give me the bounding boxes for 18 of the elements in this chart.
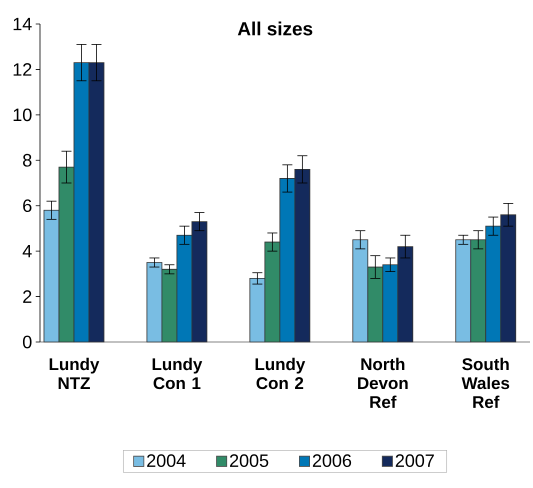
x-tick-label: Lundy Con 1 [152, 358, 202, 390]
chart-title: All sizes [238, 22, 312, 36]
y-tick-label: 12 [14, 63, 32, 76]
y-tick-label: 4 [22, 244, 32, 258]
legend-label: 2004 [147, 454, 186, 467]
y-tick-label: 10 [14, 108, 32, 122]
x-tick-label: North Devon Ref [358, 358, 408, 408]
y-tick-label: 14 [14, 18, 32, 30]
legend-label: 2006 [312, 454, 352, 467]
y-tick-label: 6 [23, 199, 32, 212]
y-tick-label: 8 [23, 154, 32, 167]
x-tick-label: Lundy NTZ [50, 358, 100, 389]
y-tick-label: 2 [23, 290, 32, 303]
y-tick-label: 0 [22, 336, 32, 348]
legend-label: 2007 [396, 454, 434, 467]
x-tick-label: Lundy Con 2 [256, 358, 306, 390]
x-tick-label: South Wales Ref [462, 358, 510, 408]
legend-label: 2005 [230, 454, 268, 467]
